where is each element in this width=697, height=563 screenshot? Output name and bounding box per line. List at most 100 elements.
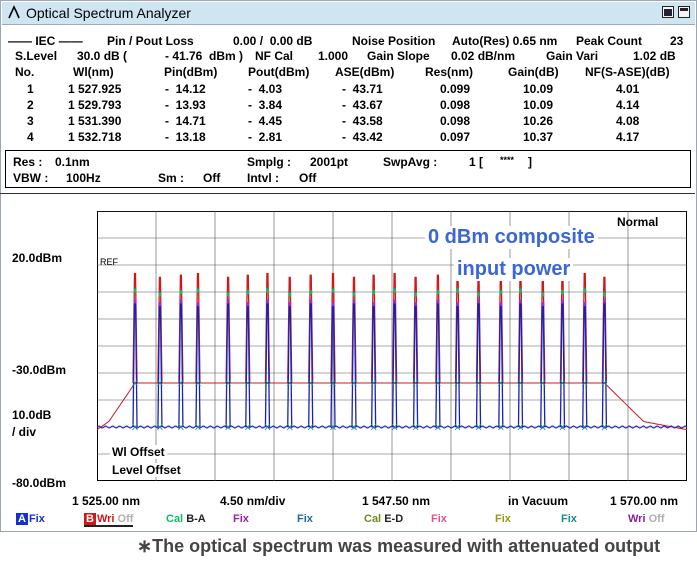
peak-marker [477, 299, 481, 304]
noise-marker [559, 379, 566, 387]
peak-marker [560, 290, 564, 295]
col-header-ase: ASE(dBm) [335, 65, 395, 79]
y-bottom-label: -80.0dBm [12, 476, 67, 490]
swpavg-stars: **** [500, 155, 515, 165]
y-mid-label: -30.0dBm [12, 363, 67, 377]
trace-f-tab[interactable]: Cal E-D [364, 513, 404, 525]
noise-marker [330, 423, 336, 431]
peak-marker [583, 288, 587, 293]
trace-a-badge: A [16, 513, 28, 525]
noise-marker [435, 423, 441, 431]
x-center-label: 1 547.50 nm [362, 494, 431, 508]
peak-marker [541, 292, 545, 297]
window-title: Optical Spectrum Analyzer [26, 5, 191, 21]
peak-marker [133, 288, 137, 293]
peak-marker [331, 288, 335, 293]
peak-marker [393, 299, 397, 304]
vbw-label: VBW : [13, 171, 49, 185]
noise-marker [539, 379, 546, 387]
trace-g-tab[interactable]: Fix [431, 513, 447, 525]
trace-d-tab[interactable]: Fix [233, 513, 249, 525]
peak-marker [541, 302, 545, 307]
peak-marker [456, 302, 460, 307]
col-header-res: Res(nm) [425, 65, 474, 79]
annotation-line1: 0 dBm composite [425, 226, 598, 249]
ref-marker-label: REF [100, 257, 118, 267]
peak-marker [499, 290, 503, 295]
settings-panel [5, 150, 691, 188]
gain-slope-value: 0.02 dB/nm [451, 49, 516, 63]
peak-marker [560, 299, 564, 304]
gain-vari-value: 1.02 dB [633, 49, 676, 63]
peak-marker [288, 302, 292, 307]
gain-slope-label: Gain Slope [367, 49, 430, 63]
sm-label: Sm : [158, 171, 185, 185]
spectrum-plot[interactable] [97, 211, 687, 481]
peak-marker [414, 292, 418, 297]
noise-marker [195, 423, 201, 431]
noise-marker [307, 379, 314, 387]
trace-b-badge: B [84, 513, 96, 525]
slevel-value: 30.0 dB ( [77, 49, 128, 63]
noise-marker [286, 379, 293, 387]
slevel-dbm: - 41.76 dBm ) [165, 49, 244, 63]
pin-pout-loss-value: 0.00 / 0.00 dB [233, 34, 313, 48]
x-div-label: 4.50 nm/div [220, 494, 286, 508]
noise-marker [307, 423, 314, 431]
peak-marker [158, 302, 162, 307]
swpavg-close: ] [528, 155, 532, 169]
trace-a-tab[interactable]: A Fix [16, 513, 45, 525]
noise-marker [351, 379, 357, 387]
trace-b-tab[interactable]: B Wri Off [84, 513, 134, 527]
col-header-pin: Pin(dBm) [164, 65, 218, 79]
peak-marker [246, 290, 250, 295]
peak-marker [265, 288, 269, 293]
nf-cal-label: NF Cal [255, 49, 294, 63]
noise-marker [351, 423, 357, 431]
peak-count-value: 23 [670, 34, 684, 48]
peak-marker [196, 302, 200, 307]
trace-i-tab[interactable]: Fix [561, 513, 577, 525]
noise-position-label: Noise Position [352, 34, 436, 48]
nf-cal-value: 1.000 [318, 49, 349, 63]
peak-marker [331, 302, 335, 307]
trace-j-tab[interactable]: Wri Off [628, 513, 665, 525]
peak-marker [133, 299, 137, 304]
peak-marker [436, 290, 440, 295]
x-medium-label: in Vacuum [508, 494, 569, 508]
peak-marker [583, 302, 587, 307]
noise-marker [225, 423, 231, 431]
noise-marker [517, 379, 524, 387]
col-header-wl: Wl(nm) [73, 65, 114, 79]
trace-e-tab[interactable]: Fix [297, 513, 313, 525]
noise-marker [581, 379, 588, 387]
noise-marker [391, 379, 398, 387]
peak-marker [352, 292, 356, 297]
trace-h-tab[interactable]: Fix [495, 513, 511, 525]
caption-note: ∗The optical spectrum was measured with … [137, 536, 661, 556]
trace-b-label: Wri [96, 513, 115, 525]
intvl-value: Off [299, 171, 317, 185]
peak-marker [518, 288, 522, 293]
peak-marker [246, 302, 250, 307]
col-header-pout: Pout(dBm) [248, 65, 310, 79]
mode-label: Normal [617, 215, 659, 229]
wl-offset-label: Wl Offset [110, 445, 167, 459]
noise-marker [454, 423, 461, 431]
trace-c-tab[interactable]: Cal B-A [166, 513, 206, 525]
noise-marker [132, 423, 138, 431]
gain-vari-label: Gain Vari [546, 49, 599, 63]
noise-marker [195, 379, 201, 387]
x-start-label: 1 525.00 nm [72, 494, 141, 508]
peak-marker [518, 299, 522, 304]
y-scale-label: 10.0dB [12, 408, 52, 422]
intvl-label: Intvl : [247, 171, 279, 185]
noise-marker [539, 423, 546, 431]
noise-marker [178, 423, 184, 431]
minimize-button[interactable] [662, 6, 674, 18]
noise-marker [178, 379, 184, 387]
maximize-button[interactable] [678, 6, 690, 18]
pin-pout-loss-label: Pin / Pout Loss [107, 34, 194, 48]
y-ref-label: 20.0dBm [12, 251, 63, 265]
divider [0, 193, 695, 194]
